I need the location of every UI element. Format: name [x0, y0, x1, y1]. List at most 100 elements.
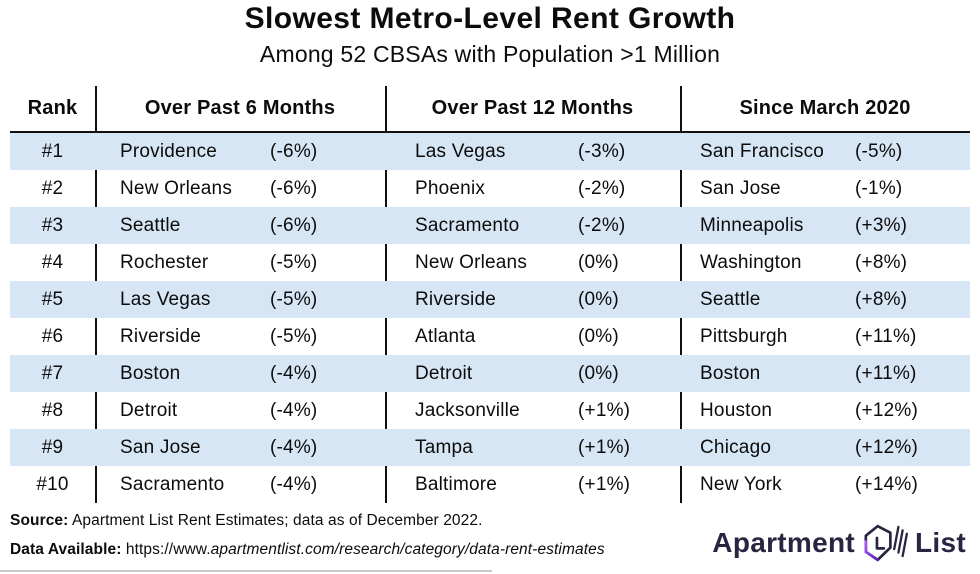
apartment-list-logo: Apartment List: [712, 523, 966, 563]
twelve-month-cell: Sacramento (-2%): [385, 215, 680, 237]
pct-value: (+1%): [578, 473, 631, 495]
six-month-cell: Boston (-4%): [95, 363, 385, 385]
six-month-cell: Detroit (-4%): [95, 400, 385, 422]
city-name: Riverside: [415, 288, 496, 310]
six-month-cell: Las Vegas (-5%): [95, 289, 385, 311]
pct-value: (-2%): [578, 177, 626, 199]
pct-value: (-5%): [270, 288, 318, 310]
table-row: #7 Boston (-4%) Detroit (0%) Boston (+11%): [10, 355, 970, 392]
city-name: Washington: [700, 251, 802, 273]
pct-value: (+11%): [855, 325, 917, 347]
header-6-months: Over Past 6 Months: [144, 97, 336, 119]
table-row: #3 Seattle (-6%) Sacramento (-2%) Minneapolis…: [10, 207, 970, 244]
rank-cell: #4: [41, 251, 64, 273]
city-name: Boston: [700, 362, 761, 384]
header-12-months: Over Past 12 Months: [431, 97, 634, 119]
city-name: Boston: [120, 362, 181, 384]
rank-cell: #2: [41, 177, 64, 199]
city-name: New Orleans: [120, 177, 233, 199]
city-name: Detroit: [415, 362, 473, 384]
apartment-list-logo-icon: [864, 524, 909, 562]
source-note: Source: Apartment List Rent Estimates; d…: [10, 512, 483, 530]
city-name: Las Vegas: [415, 140, 506, 162]
twelve-month-cell: Phoenix (-2%): [385, 178, 680, 200]
six-month-cell: Providence (-6%): [95, 141, 385, 163]
since-2020-cell: Boston (+11%): [680, 363, 970, 385]
pct-value: (+12%): [855, 436, 918, 458]
source-text: Apartment List Rent Estimates; data as o…: [68, 512, 483, 529]
pct-value: (+11%): [855, 362, 917, 384]
since-2020-cell: Chicago (+12%): [680, 437, 970, 459]
page-title: Slowest Metro-Level Rent Growth: [244, 2, 736, 35]
city-name: Houston: [700, 399, 773, 421]
source-label: Source:: [10, 512, 69, 529]
twelve-month-cell: Las Vegas (-3%): [385, 141, 680, 163]
data-available-label: Data Available:: [10, 541, 122, 558]
city-name: Rochester: [120, 251, 209, 273]
city-name: Sacramento: [120, 473, 225, 495]
city-name: Riverside: [120, 325, 201, 347]
city-name: Seattle: [120, 214, 181, 236]
city-name: Las Vegas: [120, 288, 211, 310]
city-name: San Jose: [700, 177, 781, 199]
since-2020-cell: Minneapolis (+3%): [680, 215, 970, 237]
table-row: #10 Sacramento (-4%) Baltimore (+1%) New York…: [10, 466, 970, 503]
data-url: apartmentlist.com/research/category/data…: [210, 541, 605, 558]
pct-value: (0%): [578, 251, 619, 273]
city-name: Phoenix: [415, 177, 486, 199]
twelve-month-cell: Detroit (0%): [385, 363, 680, 385]
six-month-cell: San Jose (-4%): [95, 437, 385, 459]
pct-value: (0%): [578, 325, 619, 347]
pct-value: (+12%): [855, 399, 918, 421]
city-name: Providence: [120, 140, 218, 162]
since-2020-cell: San Francisco (-5%): [680, 141, 970, 163]
pct-value: (-2%): [578, 214, 626, 236]
city-name: San Francisco: [700, 140, 825, 162]
header-divider-line: [10, 131, 970, 133]
city-name: Atlanta: [415, 325, 476, 347]
six-month-cell: Riverside (-5%): [95, 326, 385, 348]
pct-value: (0%): [578, 362, 619, 384]
pct-value: (-6%): [270, 177, 318, 199]
since-2020-cell: Pittsburgh (+11%): [680, 326, 970, 348]
table-row: #6 Riverside (-5%) Atlanta (0%) Pittsburgh (+1…: [10, 318, 970, 355]
pct-value: (-4%): [270, 399, 318, 421]
pct-value: (+1%): [578, 399, 631, 421]
table-row: #8 Detroit (-4%) Jacksonville (+1%) Houston (+…: [10, 392, 970, 429]
logo-word-apartment: Apartment: [712, 527, 856, 558]
city-name: Chicago: [700, 436, 772, 458]
since-2020-cell: Washington (+8%): [680, 252, 970, 274]
pct-value: (-1%): [855, 177, 903, 199]
rent-growth-table: Rank Over Past 6 Months Over Past 12 Mon…: [10, 86, 970, 503]
logo-word-list: List: [915, 527, 966, 558]
six-month-cell: Sacramento (-4%): [95, 474, 385, 496]
pct-value: (+8%): [855, 288, 908, 310]
rank-cell: #6: [41, 325, 64, 347]
city-name: Seattle: [700, 288, 761, 310]
pct-value: (-6%): [270, 140, 318, 162]
city-name: Sacramento: [415, 214, 520, 236]
city-name: New Orleans: [415, 251, 528, 273]
pct-value: (-4%): [270, 436, 318, 458]
table-body: #1 Providence (-6%) Las Vegas (-3%) San Franc…: [10, 133, 970, 503]
six-month-cell: Seattle (-6%): [95, 215, 385, 237]
pct-value: (-5%): [855, 140, 903, 162]
rank-cell: #1: [41, 140, 64, 162]
pct-value: (+3%): [855, 214, 908, 236]
table-row: #1 Providence (-6%) Las Vegas (-3%) San Franc…: [10, 133, 970, 170]
twelve-month-cell: Atlanta (0%): [385, 326, 680, 348]
city-name: Pittsburgh: [700, 325, 788, 347]
bottom-hairline: [0, 570, 492, 572]
twelve-month-cell: New Orleans (0%): [385, 252, 680, 274]
city-name: Jacksonville: [415, 399, 520, 421]
since-2020-cell: New York (+14%): [680, 474, 970, 496]
twelve-month-cell: Baltimore (+1%): [385, 474, 680, 496]
city-name: New York: [700, 473, 782, 495]
data-available-note: Data Available: https://www.apartmentlis…: [10, 541, 605, 559]
six-month-cell: New Orleans (-6%): [95, 178, 385, 200]
pct-value: (+1%): [578, 436, 631, 458]
pct-value: (+8%): [855, 251, 908, 273]
pct-value: (-4%): [270, 473, 318, 495]
city-name: Minneapolis: [700, 214, 804, 236]
